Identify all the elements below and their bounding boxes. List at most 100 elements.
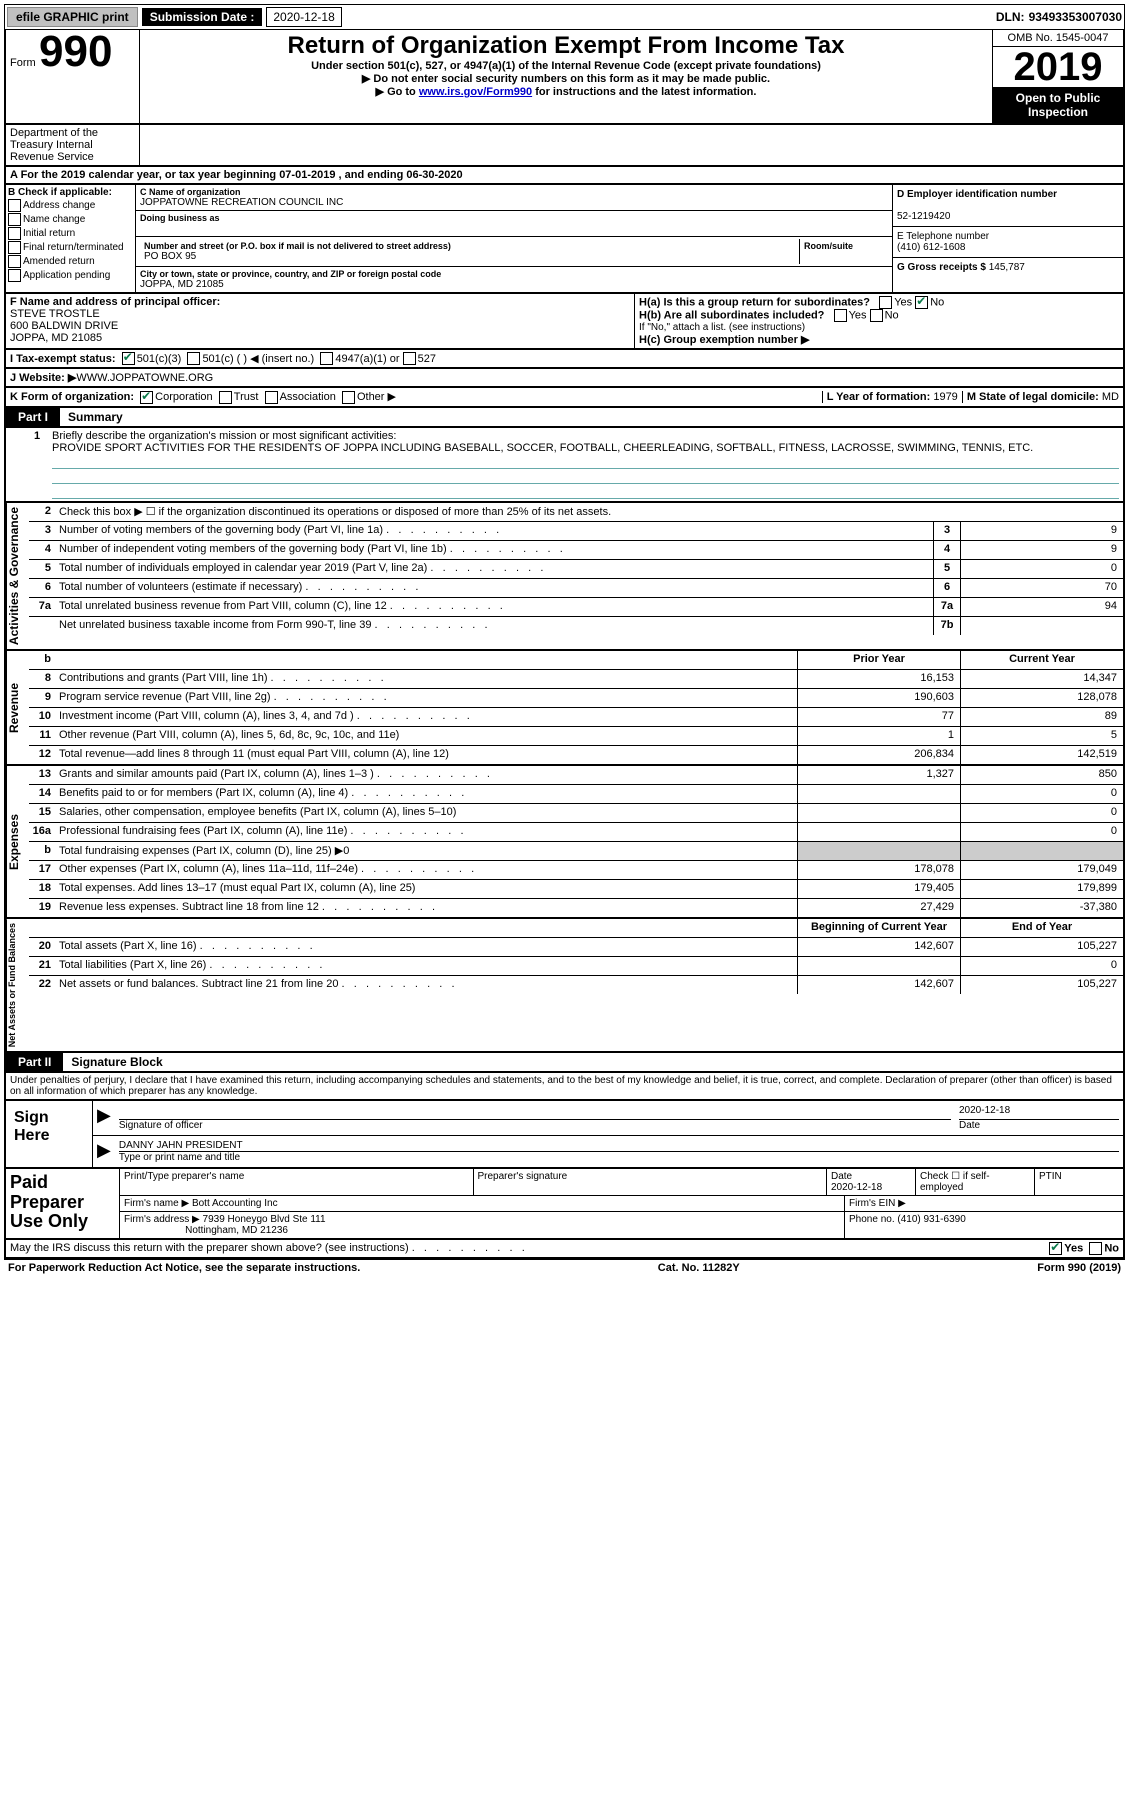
corporation-checkbox[interactable] <box>140 391 153 404</box>
line13-text: Grants and similar amounts paid (Part IX… <box>55 766 797 784</box>
officer-addr2: JOPPA, MD 21085 <box>10 332 102 344</box>
discuss-yes-checkbox[interactable] <box>1049 1242 1062 1255</box>
gross-label: G Gross receipts $ <box>897 262 989 273</box>
sig-name-label: Type or print name and title <box>119 1152 240 1163</box>
city: JOPPA, MD 21085 <box>140 279 888 290</box>
website-value: WWW.JOPPATOWNE.ORG <box>76 372 213 384</box>
line5-text: Total number of individuals employed in … <box>55 560 933 578</box>
line13-prior: 1,327 <box>797 766 960 784</box>
line12-text: Total revenue—add lines 8 through 11 (mu… <box>55 746 797 764</box>
4947-checkbox[interactable] <box>320 352 333 365</box>
period-row: A For the 2019 calendar year, or tax yea… <box>4 167 1125 185</box>
form-title: Return of Organization Exempt From Incom… <box>144 32 988 60</box>
527-checkbox[interactable] <box>403 352 416 365</box>
line19-curr: -37,380 <box>960 899 1123 917</box>
efile-button[interactable]: efile GRAPHIC print <box>7 7 138 27</box>
line20-prior: 142,607 <box>797 938 960 956</box>
expenses-grid: Expenses 13Grants and similar amounts pa… <box>4 766 1125 919</box>
preparer-label: Paid Preparer Use Only <box>6 1169 120 1238</box>
association-checkbox[interactable] <box>265 391 278 404</box>
501c-checkbox[interactable] <box>187 352 200 365</box>
tax-exempt-row: I Tax-exempt status: 501(c)(3) 501(c) ( … <box>4 350 1125 369</box>
firm-phone-label: Phone no. <box>849 1214 897 1225</box>
sign-here-row: Sign Here ▶ Signature of officer 2020-12… <box>4 1101 1125 1169</box>
mission-text: PROVIDE SPORT ACTIVITIES FOR THE RESIDEN… <box>52 442 1033 454</box>
instructions-link[interactable]: www.irs.gov/Form990 <box>419 86 532 98</box>
other-checkbox[interactable] <box>342 391 355 404</box>
subtitle-2: ▶ Do not enter social security numbers o… <box>144 72 988 85</box>
ha-yes-checkbox[interactable] <box>879 296 892 309</box>
line3-value: 9 <box>960 522 1123 540</box>
hb-label: H(b) Are all subordinates included? <box>639 309 824 321</box>
prep-sig-label: Preparer's signature <box>474 1169 828 1195</box>
final-return-checkbox[interactable] <box>8 241 21 254</box>
prep-date-label: Date <box>831 1171 852 1182</box>
officer-name: STEVE TROSTLE <box>10 308 100 320</box>
trust-checkbox[interactable] <box>219 391 232 404</box>
line18-prior: 179,405 <box>797 880 960 898</box>
room-label: Room/suite <box>804 241 884 251</box>
right-info-column: D Employer identification number 52-1219… <box>892 185 1123 292</box>
net-assets-grid: Net Assets or Fund Balances Beginning of… <box>4 919 1125 1053</box>
line8-curr: 14,347 <box>960 670 1123 688</box>
ein-label: D Employer identification number <box>897 189 1057 200</box>
tax-exempt-label: I Tax-exempt status: <box>10 353 116 365</box>
line15-text: Salaries, other compensation, employee b… <box>55 804 797 822</box>
hb-note: If "No," attach a list. (see instruction… <box>639 322 1119 333</box>
amended-return-checkbox[interactable] <box>8 255 21 268</box>
current-year-header: Current Year <box>960 651 1123 669</box>
open-public: Open to Public Inspection <box>993 87 1123 123</box>
line4-text: Number of independent voting members of … <box>55 541 933 559</box>
footer-right: Form 990 (2019) <box>1037 1262 1121 1274</box>
footer-left: For Paperwork Reduction Act Notice, see … <box>8 1262 360 1274</box>
line17-text: Other expenses (Part IX, column (A), lin… <box>55 861 797 879</box>
line12-curr: 142,519 <box>960 746 1123 764</box>
discuss-row: May the IRS discuss this return with the… <box>4 1240 1125 1259</box>
officer-column: F Name and address of principal officer:… <box>6 294 635 348</box>
line19-prior: 27,429 <box>797 899 960 917</box>
line15-prior <box>797 804 960 822</box>
prep-self-employed: Check ☐ if self-employed <box>916 1169 1035 1195</box>
ein-value: 52-1219420 <box>897 211 950 222</box>
hc-label: H(c) Group exemption number ▶ <box>639 334 809 346</box>
line15-curr: 0 <box>960 804 1123 822</box>
form-org-label: K Form of organization: <box>10 391 134 403</box>
department-label: Department of the Treasury Internal Reve… <box>6 125 140 165</box>
year-box: OMB No. 1545-0047 2019 Open to Public In… <box>992 30 1123 123</box>
sig-date-label: Date <box>959 1120 980 1131</box>
end-year-header: End of Year <box>960 919 1123 937</box>
line10-prior: 77 <box>797 708 960 726</box>
line16a-curr: 0 <box>960 823 1123 841</box>
discuss-no-checkbox[interactable] <box>1089 1242 1102 1255</box>
501c3-checkbox[interactable] <box>122 352 135 365</box>
firm-name: Bott Accounting Inc <box>192 1198 278 1209</box>
name-address-column: C Name of organization JOPPATOWNE RECREA… <box>136 185 892 292</box>
tax-year: 2019 <box>993 47 1123 87</box>
initial-return-checkbox[interactable] <box>8 227 21 240</box>
ha-no-checkbox[interactable] <box>915 296 928 309</box>
part2-tag: Part II <box>6 1053 63 1071</box>
line8-text: Contributions and grants (Part VIII, lin… <box>55 670 797 688</box>
firm-ein-label: Firm's EIN ▶ <box>845 1196 1123 1211</box>
line22-text: Net assets or fund balances. Subtract li… <box>55 976 797 994</box>
line21-text: Total liabilities (Part X, line 26) <box>55 957 797 975</box>
dba-label: Doing business as <box>140 213 888 223</box>
name-change-checkbox[interactable] <box>8 213 21 226</box>
address-change-checkbox[interactable] <box>8 199 21 212</box>
hb-no-checkbox[interactable] <box>870 309 883 322</box>
line2-text: Check this box ▶ ☐ if the organization d… <box>55 503 1123 521</box>
prep-ptin-label: PTIN <box>1035 1169 1123 1195</box>
hb-yes-checkbox[interactable] <box>834 309 847 322</box>
application-pending-checkbox[interactable] <box>8 269 21 282</box>
line16a-prior <box>797 823 960 841</box>
line9-text: Program service revenue (Part VIII, line… <box>55 689 797 707</box>
line7b-value <box>960 617 1123 635</box>
website-row: J Website: ▶ WWW.JOPPATOWNE.ORG <box>4 369 1125 388</box>
prior-year-header: Prior Year <box>797 651 960 669</box>
net-assets-tab: Net Assets or Fund Balances <box>6 919 29 1051</box>
form-number: 990 <box>39 27 112 76</box>
submission-label: Submission Date : <box>142 8 263 26</box>
ha-label: H(a) Is this a group return for subordin… <box>639 296 870 308</box>
firm-name-label: Firm's name ▶ <box>124 1198 192 1209</box>
form-header: Form 990 Return of Organization Exempt F… <box>4 30 1125 125</box>
